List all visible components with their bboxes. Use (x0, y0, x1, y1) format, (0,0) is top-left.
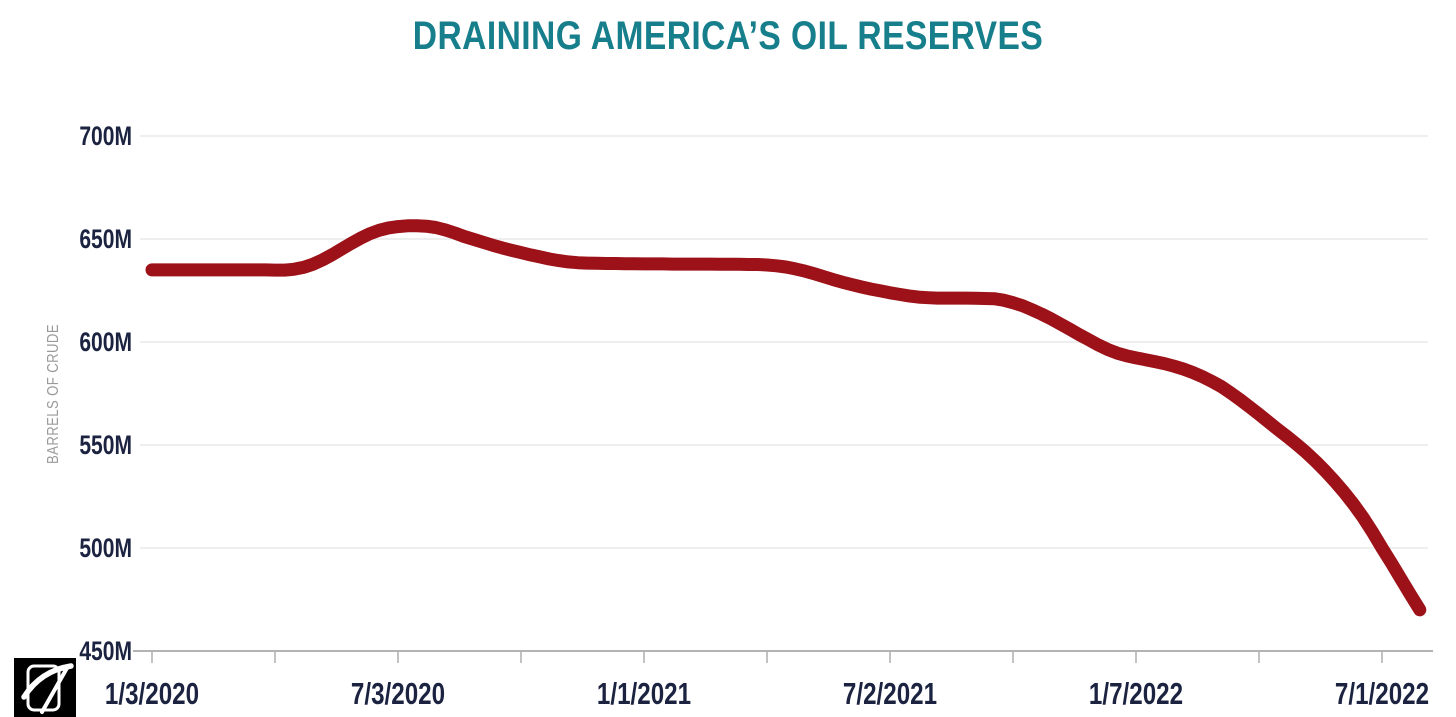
chart-title: DRAINING AMERICA’S OIL RESERVES (412, 14, 1044, 58)
x-tick-label: 7/1/2022 (1334, 676, 1430, 711)
y-tick-label: 450M (79, 636, 132, 666)
x-tick-label: 1/3/2020 (104, 676, 200, 711)
pickaxe-handle (40, 666, 69, 714)
x-tick-label: 1/7/2022 (1088, 676, 1184, 711)
y-tick-label: 700M (79, 121, 132, 151)
y-tick-label: 550M (79, 430, 132, 460)
reserves-line (145, 219, 1427, 617)
y-tick-label: 600M (79, 327, 132, 357)
x-tick-label: 7/2/2021 (842, 676, 938, 711)
x-tick-label: 1/1/2021 (596, 676, 692, 711)
x-tick-label: 7/3/2020 (350, 676, 446, 711)
y-tick-label: 650M (79, 224, 132, 254)
y-tick-label: 500M (79, 533, 132, 563)
pickaxe-icon (14, 658, 76, 717)
publisher-logo (14, 658, 76, 717)
